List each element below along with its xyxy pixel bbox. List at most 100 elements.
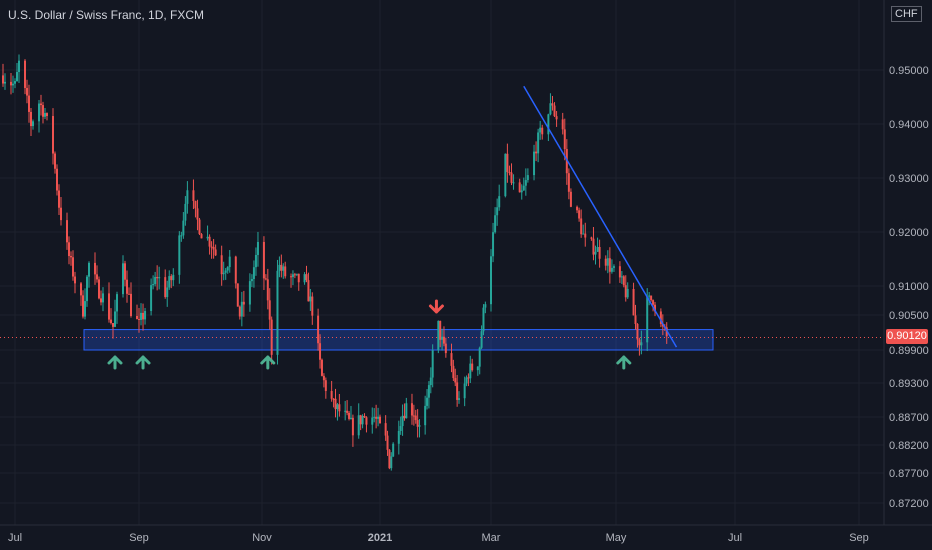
candle-body (390, 456, 393, 469)
candle-body (168, 276, 171, 288)
trendline[interactable] (523, 85, 678, 348)
candle-body (130, 293, 132, 316)
candle-body (170, 276, 173, 281)
candle-body (172, 274, 175, 281)
candle-body (578, 210, 581, 219)
currency-badge[interactable]: CHF (891, 6, 922, 22)
candle-body (126, 279, 128, 294)
candle-body (238, 306, 241, 317)
candle-body (54, 153, 56, 169)
candle-body (563, 129, 566, 150)
candle-body (504, 153, 507, 197)
candle-body (282, 266, 285, 271)
candle-body (212, 246, 215, 250)
candle-body (429, 377, 432, 386)
candle-body (626, 288, 629, 298)
candle-body (320, 359, 323, 376)
candle-body (242, 301, 245, 305)
price-tick-label: 0.89900 (889, 345, 929, 357)
candle-body (138, 319, 140, 321)
candle-body (40, 103, 42, 106)
candle-body (86, 276, 88, 302)
candle-body (268, 300, 271, 320)
candle-body (456, 382, 459, 400)
candle-body (66, 220, 68, 243)
markers-layer (107, 299, 632, 370)
candle-body (32, 121, 34, 127)
candle-body (222, 272, 225, 275)
candle-body (632, 288, 635, 316)
candle-body (576, 206, 579, 211)
candle-body (178, 235, 181, 275)
time-axis-labels[interactable]: Jul Sep Nov 2021 Mar May Jul Sep (8, 532, 869, 544)
candle-body (80, 283, 82, 296)
candle-body (336, 404, 339, 410)
candle-body (620, 276, 623, 278)
candle-body (427, 385, 430, 398)
candle-body (646, 296, 649, 343)
candle-body (498, 196, 501, 208)
candle-body (594, 251, 597, 255)
candle-body (590, 237, 593, 239)
candle-body (226, 267, 229, 271)
candle-body (346, 410, 349, 413)
candle-body (522, 185, 525, 191)
candle-body (152, 284, 155, 286)
candle-body (14, 81, 16, 84)
candle-body (110, 319, 112, 324)
candle-body (659, 311, 662, 324)
candle-body (30, 111, 32, 127)
candle-body (114, 311, 116, 327)
candle-body (74, 276, 76, 284)
candle-body (373, 416, 376, 418)
candle-body (234, 256, 237, 284)
candle-body (60, 207, 62, 221)
trendline-layer (523, 85, 678, 348)
candle-body (58, 190, 60, 208)
current-price-tag: 0.90120 (886, 329, 928, 344)
time-tick-label: 2021 (368, 532, 392, 544)
candle-body (295, 273, 298, 275)
candle-body (291, 274, 294, 277)
candles-layer (2, 54, 668, 471)
price-tick-label: 0.93000 (889, 173, 929, 185)
candle-body (584, 233, 587, 238)
candle-body (388, 449, 391, 469)
candle-body (526, 175, 529, 181)
candle-body (214, 249, 217, 256)
candle-body (618, 266, 621, 278)
candle-body (28, 95, 30, 112)
candle-body (392, 443, 395, 457)
candle-body (471, 363, 474, 371)
candle-body (322, 375, 325, 381)
candle-body (401, 415, 404, 427)
candle-body (208, 236, 211, 247)
candle-body (24, 60, 26, 88)
candle-body (636, 323, 639, 340)
candle-body (332, 398, 335, 400)
candle-body (492, 232, 495, 257)
price-tick-label: 0.90500 (889, 310, 929, 322)
candle-body (416, 420, 419, 427)
candle-body (377, 416, 380, 419)
price-axis-labels[interactable]: 0.95000 0.94000 0.93000 0.92000 0.91000 0.905… (889, 65, 929, 510)
candle-body (405, 403, 408, 419)
candle-body (309, 296, 312, 302)
candle-body (154, 276, 157, 285)
price-tick-label: 0.87200 (889, 498, 929, 510)
candle-body (426, 397, 429, 406)
price-tick-label: 0.91000 (889, 281, 929, 293)
grid (0, 0, 884, 525)
candle-body (52, 116, 54, 154)
support-zone[interactable] (83, 329, 714, 351)
candle-body (442, 336, 445, 344)
candle-body (463, 383, 466, 399)
candle-body (26, 87, 28, 96)
candle-body (311, 296, 314, 316)
candle-body (490, 256, 492, 305)
candle-body (592, 238, 595, 255)
candle-body (482, 307, 485, 332)
candle-body (648, 295, 651, 297)
